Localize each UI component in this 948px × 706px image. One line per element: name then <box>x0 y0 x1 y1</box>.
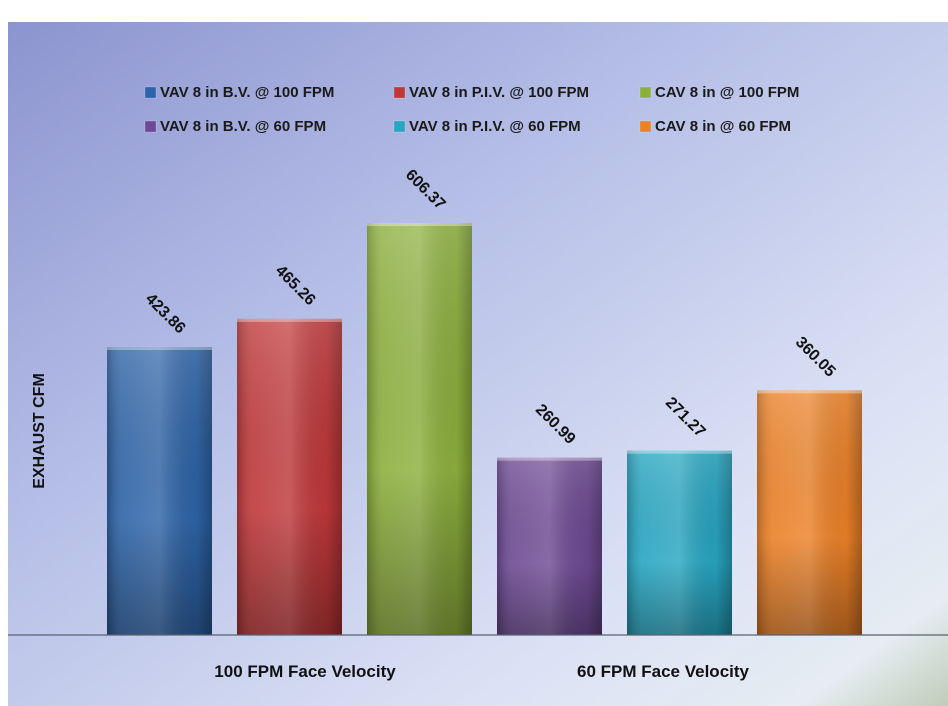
bar-3 <box>367 223 472 635</box>
bar-top-highlight <box>497 458 602 461</box>
y-axis-title: EXHAUST CFM <box>31 373 48 489</box>
legend-label: VAV 8 in P.I.V. @ 100 FPM <box>409 84 589 101</box>
legend-swatch <box>394 121 405 132</box>
bar-depth <box>757 390 862 635</box>
legend-item-1: VAV 8 in B.V. @ 100 FPM <box>145 84 334 101</box>
bar-4 <box>497 458 602 635</box>
bar-1 <box>107 347 212 635</box>
legend-item-3: CAV 8 in @ 100 FPM <box>640 84 799 101</box>
legend-label: CAV 8 in @ 60 FPM <box>655 118 791 135</box>
bar-top-highlight <box>367 223 472 226</box>
legend-swatch <box>145 87 156 98</box>
bar-depth <box>497 458 602 635</box>
bar-depth <box>367 223 472 635</box>
legend-item-2: VAV 8 in P.I.V. @ 100 FPM <box>394 84 589 101</box>
bar-6 <box>757 390 862 635</box>
bar-depth <box>237 319 342 635</box>
legend-item-5: VAV 8 in P.I.V. @ 60 FPM <box>394 118 581 135</box>
category-label-2: 60 FPM Face Velocity <box>577 662 750 681</box>
legend-swatch <box>640 121 651 132</box>
legend-swatch <box>394 87 405 98</box>
bar-2 <box>237 319 342 635</box>
bar-top-highlight <box>757 390 862 393</box>
legend-label: CAV 8 in @ 100 FPM <box>655 84 799 101</box>
bar-depth <box>627 451 732 635</box>
legend-label: VAV 8 in P.I.V. @ 60 FPM <box>409 118 581 135</box>
bar-top-highlight <box>627 451 732 454</box>
legend-label: VAV 8 in B.V. @ 100 FPM <box>160 84 334 101</box>
legend-item-6: CAV 8 in @ 60 FPM <box>640 118 791 135</box>
legend-swatch <box>145 121 156 132</box>
bar-top-highlight <box>107 347 212 350</box>
bar-top-highlight <box>237 319 342 322</box>
category-label-1: 100 FPM Face Velocity <box>214 662 396 681</box>
legend-label: VAV 8 in B.V. @ 60 FPM <box>160 118 326 135</box>
legend-swatch <box>640 87 651 98</box>
bar-5 <box>627 451 732 635</box>
legend-item-4: VAV 8 in B.V. @ 60 FPM <box>145 118 326 135</box>
bar-depth <box>107 347 212 635</box>
